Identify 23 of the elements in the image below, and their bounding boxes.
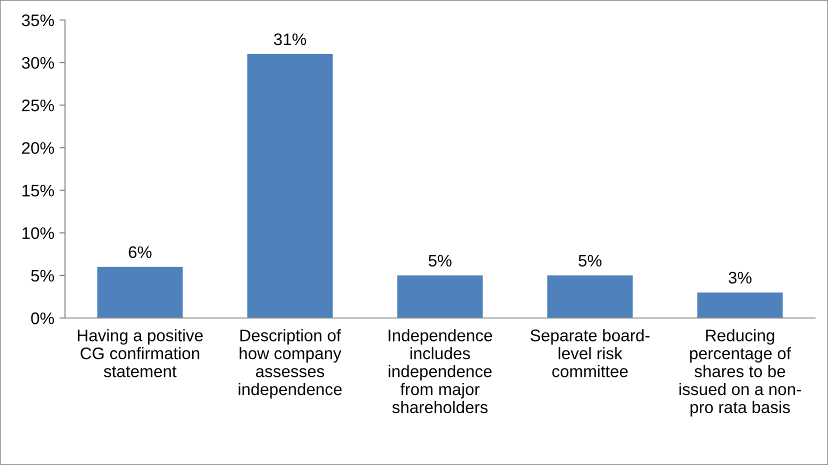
y-tick-label: 15% — [22, 184, 54, 196]
y-tick-label: 20% — [22, 142, 54, 154]
y-tick-label: 5% — [31, 270, 54, 282]
data-label: 5% — [428, 254, 452, 267]
bar — [247, 54, 333, 318]
bar — [97, 266, 183, 318]
x-tick-label: Description of how company assesses independence — [238, 329, 342, 399]
data-label: 31% — [274, 33, 306, 46]
bar — [547, 275, 633, 318]
bar — [697, 292, 783, 318]
data-label: 3% — [728, 272, 752, 284]
y-tick-label: 0% — [31, 312, 54, 324]
y-tick-label: 10% — [22, 227, 54, 240]
x-tick-label: Reducing percentage of shares to be issued on a non- pro rata basis — [680, 329, 801, 416]
x-tick-label: Having a positive CG confirmation statement — [78, 329, 203, 378]
x-tick-label: Separate board- level risk committee — [530, 329, 650, 378]
y-tick-label: 35% — [22, 14, 54, 26]
y-tick-label: 25% — [22, 100, 54, 112]
data-label: 6% — [128, 246, 152, 258]
bar — [397, 275, 483, 318]
y-tick-label: 30% — [22, 56, 54, 69]
data-label: 5% — [578, 254, 602, 267]
x-tick-label: Independence includes independence from major shareholders — [388, 329, 492, 414]
